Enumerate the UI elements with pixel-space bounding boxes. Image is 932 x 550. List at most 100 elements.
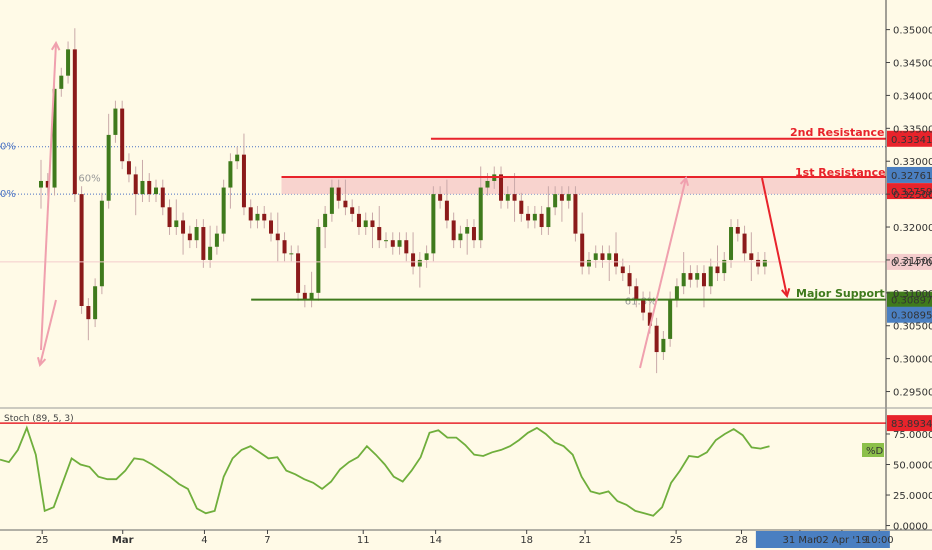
price-label-box <box>887 183 932 200</box>
price-tick-label: 0.31000 <box>893 289 932 300</box>
time-box-label: 02 Apr '19 <box>816 535 868 546</box>
price-label-text: 0.31470 <box>891 258 932 269</box>
stoch-tick-label: 50.0000 <box>893 461 932 472</box>
candle-body <box>147 180 152 195</box>
resistance-zone-band <box>281 176 886 195</box>
candle-body <box>600 253 605 260</box>
time-tick-label: 21 <box>579 535 592 546</box>
time-tick-label: Mar <box>112 535 134 546</box>
pink-arrow-down <box>39 299 57 366</box>
time-tick-label: 25 <box>36 535 49 546</box>
candle-body <box>208 246 213 260</box>
price-label-box <box>887 253 932 270</box>
candle-body <box>444 200 449 221</box>
candle-body <box>214 233 219 247</box>
price-label-text: 0.32761 <box>891 171 932 182</box>
price-tick-label: 0.33000 <box>893 157 932 168</box>
candle-body <box>668 299 673 339</box>
candle-body <box>580 233 585 267</box>
candle-body <box>397 240 402 247</box>
candle-body <box>715 266 720 274</box>
fib-left-label: 0% <box>0 189 16 200</box>
candle-body <box>79 194 84 306</box>
pink-arrow-up-2 <box>639 177 687 369</box>
candle-body <box>275 233 280 241</box>
time-box <box>755 531 890 548</box>
time-tick-label: 4 <box>201 535 207 546</box>
price-tick-label: 0.30500 <box>893 322 932 333</box>
candle-body <box>431 194 436 254</box>
candle-body <box>99 200 104 287</box>
major-support-label: Major Support <box>796 287 885 300</box>
candle-body <box>390 240 395 247</box>
candle-body <box>614 253 619 267</box>
candle-body <box>262 213 267 221</box>
candle-body <box>729 227 734 260</box>
candle-body <box>654 325 659 353</box>
time-tick-label: 28 <box>735 535 748 546</box>
price-label-box <box>887 166 932 183</box>
candle-body <box>641 299 646 313</box>
candle-body <box>607 253 612 260</box>
candle-body <box>499 174 504 201</box>
candle-body <box>363 220 368 228</box>
stoch-d-badge <box>862 443 884 457</box>
stoch-tick-label: 0.0000 <box>893 522 928 533</box>
candle-body <box>126 161 131 175</box>
candle-body <box>72 49 77 195</box>
candle-body <box>471 227 476 241</box>
candle-body <box>241 154 246 208</box>
candle-body <box>674 286 679 300</box>
candle-body <box>221 187 226 234</box>
candle-body <box>512 194 517 201</box>
candle-body <box>593 253 598 260</box>
candle-body <box>681 273 686 287</box>
time-tick-label: 7 <box>264 535 270 546</box>
candle-body <box>417 259 422 267</box>
candle-body <box>688 273 693 280</box>
candle-body <box>519 200 524 214</box>
candle-body <box>762 259 767 267</box>
candle-body <box>302 292 307 300</box>
candle-body <box>505 194 510 201</box>
candle-body <box>695 273 700 280</box>
candle-body <box>167 207 172 228</box>
candle-body <box>39 180 43 188</box>
candle-body <box>45 180 50 188</box>
stoch-level-box <box>887 415 932 432</box>
candle-body <box>620 266 625 274</box>
candle-body <box>586 259 591 267</box>
stoch-tick-label: 75.0000 <box>893 430 932 441</box>
candle-body <box>701 273 706 287</box>
candle-body <box>438 194 443 201</box>
candle-body <box>559 194 564 201</box>
candle-body <box>350 207 355 214</box>
candle-body <box>546 207 551 228</box>
candle-body <box>343 200 348 208</box>
candle-body <box>485 180 490 188</box>
stoch-tick-label: 25.0000 <box>893 491 932 502</box>
candle-body <box>458 233 463 241</box>
candle-body <box>384 240 389 242</box>
arrows <box>36 40 791 369</box>
candle-body <box>235 154 240 162</box>
candle-body <box>66 49 71 76</box>
candle-body <box>269 220 274 234</box>
candle-body <box>532 213 537 221</box>
red-arrow-down <box>761 177 788 297</box>
candle-body <box>296 253 301 293</box>
price-tick-label: 0.33500 <box>893 124 932 135</box>
candle-body <box>424 253 429 260</box>
candle-body <box>708 266 713 287</box>
candle-body <box>248 207 253 221</box>
stoch-line <box>0 425 770 517</box>
candle-body <box>174 220 179 228</box>
candle-body <box>323 213 328 228</box>
price-label-box <box>887 291 932 308</box>
candle-body <box>201 227 206 260</box>
candle-body <box>59 75 64 89</box>
candle-body <box>526 213 531 221</box>
candle-body <box>573 194 578 234</box>
